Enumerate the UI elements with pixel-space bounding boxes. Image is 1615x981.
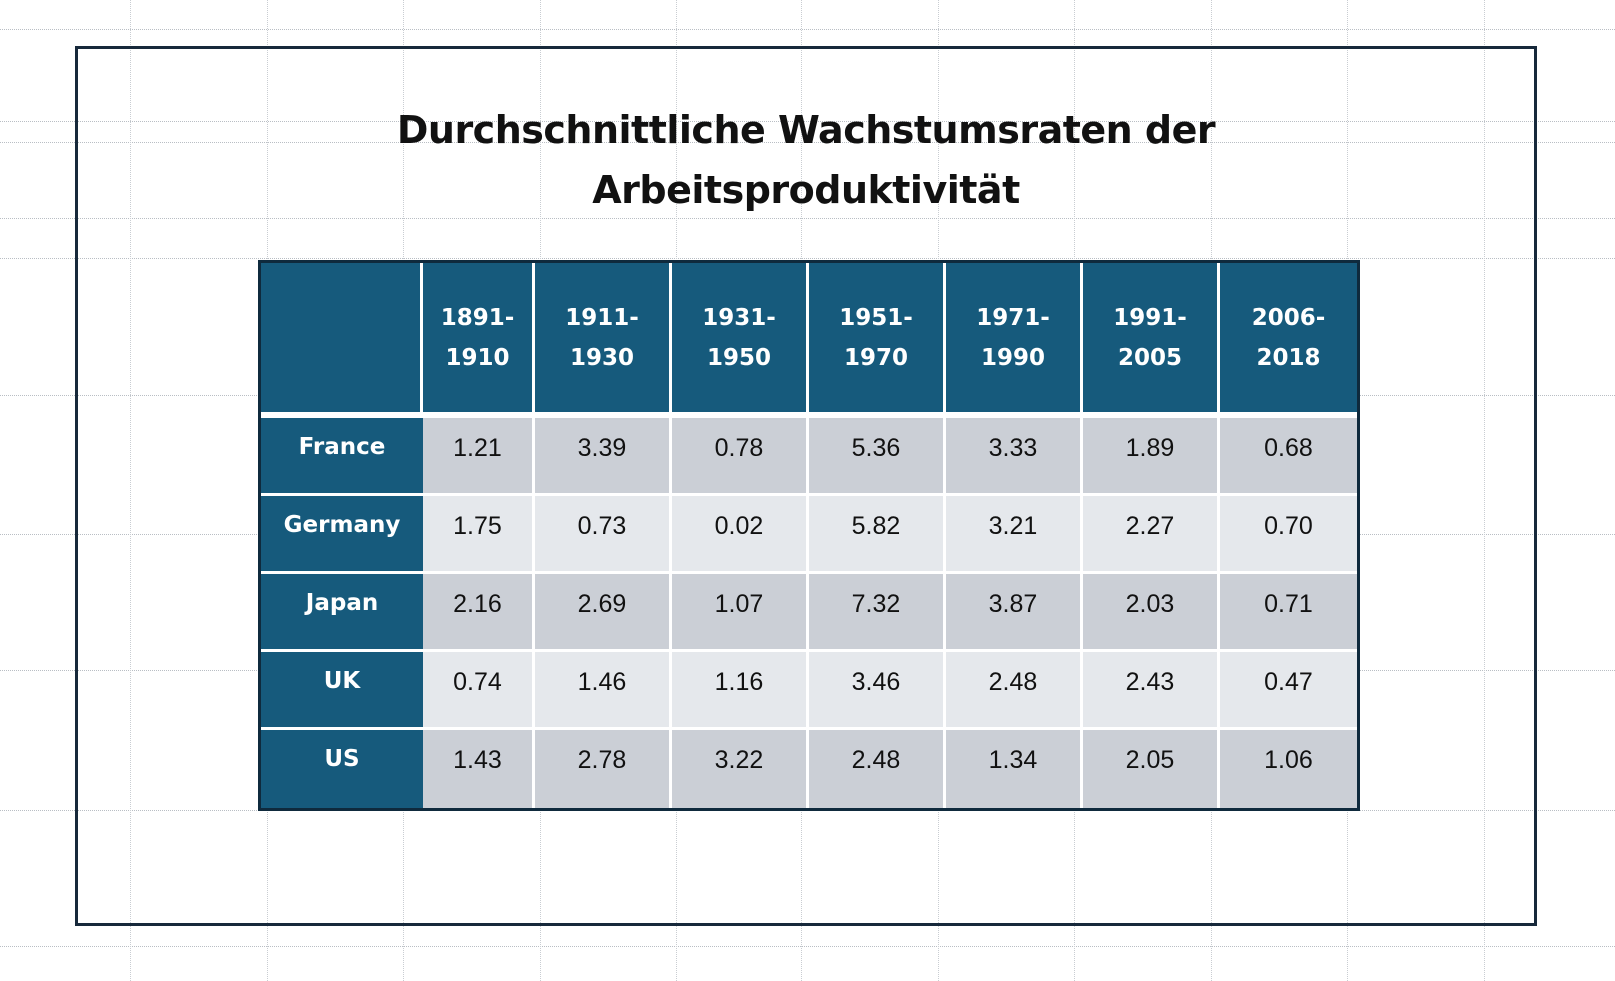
table-cell: 3.33 [946,418,1083,496]
table-cell: 2.43 [1083,652,1220,730]
productivity-table[interactable]: 1891- 1910 1911- 1930 1931- 1950 1951- 1970 … [258,260,1360,811]
guide-line [0,946,1615,947]
table-cell: 0.74 [423,652,535,730]
table-cell: 1.21 [423,418,535,496]
table-cell: 0.68 [1220,418,1357,496]
table-cell: 2.03 [1083,574,1220,652]
table-cell: 2.05 [1083,730,1220,808]
title-line-1: Durchschnittliche Wachstumsraten der [396,108,1216,152]
column-header: 1911- 1930 [535,263,672,418]
row-label: UK [261,652,423,730]
guide-line [130,0,131,981]
column-header: 1971- 1990 [946,263,1083,418]
column-header: 2006- 2018 [1220,263,1357,418]
table-cell: 0.78 [672,418,809,496]
table-row-uk: UK 0.74 1.46 1.16 3.46 2.48 2.43 0.47 [261,652,1357,730]
table-cell: 2.16 [423,574,535,652]
table-row-us: US 1.43 2.78 3.22 2.48 1.34 2.05 1.06 [261,730,1357,808]
guide-line [1484,0,1485,981]
table-cell: 7.32 [809,574,946,652]
row-label: France [261,418,423,496]
table-cell: 2.27 [1083,496,1220,574]
table-cell: 5.36 [809,418,946,496]
table-cell: 2.78 [535,730,672,808]
table-row-germany: Germany 1.75 0.73 0.02 5.82 3.21 2.27 0.… [261,496,1357,574]
row-label: US [261,730,423,808]
table-cell: 3.21 [946,496,1083,574]
guide-line [0,121,1615,122]
column-header: 1931- 1950 [672,263,809,418]
table-cell: 2.48 [946,652,1083,730]
table-cell: 1.34 [946,730,1083,808]
row-label: Germany [261,496,423,574]
table-cell: 2.48 [809,730,946,808]
table-cell: 1.75 [423,496,535,574]
table-row-france: France 1.21 3.39 0.78 5.36 3.33 1.89 0.6… [261,418,1357,496]
table-cell: 0.70 [1220,496,1357,574]
corner-cell [261,263,423,418]
header-row: 1891- 1910 1911- 1930 1931- 1950 1951- 1970 … [261,263,1357,418]
row-label: Japan [261,574,423,652]
column-header: 1891- 1910 [423,263,535,418]
guide-line [0,258,1615,259]
table-cell: 0.47 [1220,652,1357,730]
table-cell: 1.16 [672,652,809,730]
title-line-2: Arbeitsproduktivität [592,168,1020,212]
table-cell: 1.43 [423,730,535,808]
table-cell: 0.71 [1220,574,1357,652]
slide-frame[interactable] [75,46,1537,926]
table-cell: 5.82 [809,496,946,574]
table-cell: 3.39 [535,418,672,496]
column-header: 1951- 1970 [809,263,946,418]
table-cell: 1.06 [1220,730,1357,808]
table-cell: 0.02 [672,496,809,574]
table-cell: 1.46 [535,652,672,730]
table-cell: 3.46 [809,652,946,730]
guide-line [0,218,1615,219]
guide-line [0,142,1615,143]
table-cell: 2.69 [535,574,672,652]
table-cell: 1.07 [672,574,809,652]
guide-line [0,29,1615,30]
table-cell: 0.73 [535,496,672,574]
slide-title[interactable]: Durchschnittliche Wachstumsraten der Arb… [75,100,1537,220]
table-cell: 1.89 [1083,418,1220,496]
table-cell: 3.22 [672,730,809,808]
table-row-japan: Japan 2.16 2.69 1.07 7.32 3.87 2.03 0.71 [261,574,1357,652]
table-cell: 3.87 [946,574,1083,652]
column-header: 1991- 2005 [1083,263,1220,418]
